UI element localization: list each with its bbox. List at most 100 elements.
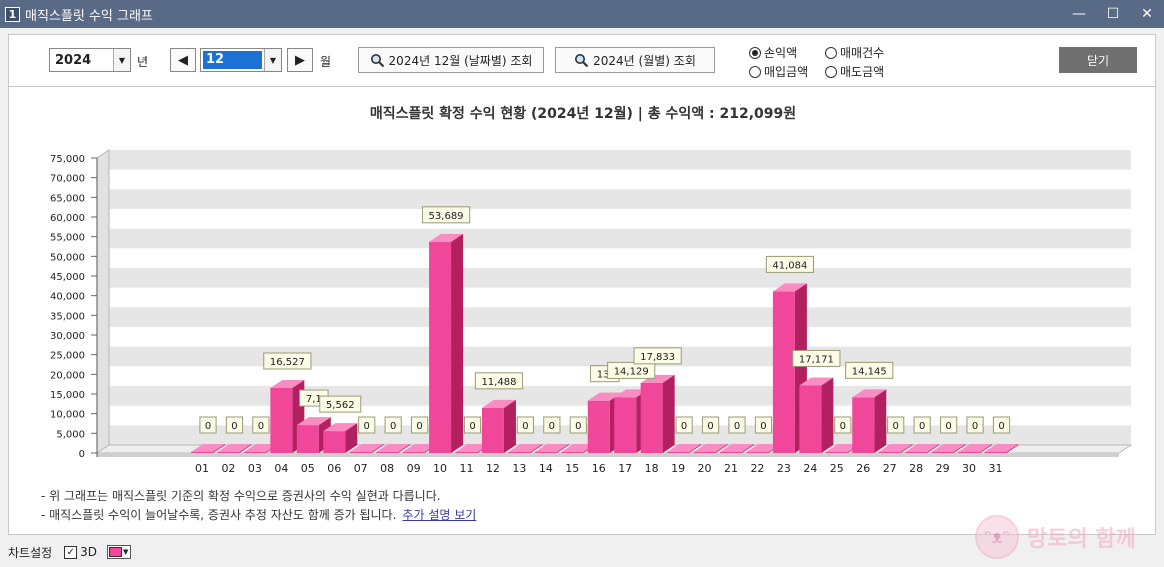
radio-dot[interactable]	[825, 46, 837, 59]
bar-front	[508, 452, 531, 453]
radio-buy-amount[interactable]: 매입금액	[749, 63, 808, 80]
y-tick-label: 30,000	[50, 331, 85, 342]
bar-color-picker[interactable]: ▼	[107, 545, 132, 559]
bar-19	[667, 444, 702, 453]
y-tick-label: 60,000	[50, 213, 85, 224]
radio-dot[interactable]	[749, 46, 761, 59]
x-tick-label: 11	[460, 462, 474, 475]
bar-08	[376, 444, 411, 453]
grid-band	[109, 268, 1131, 288]
prev-month-button[interactable]: ◀	[170, 48, 196, 72]
bar-side	[530, 444, 543, 453]
bar-side	[239, 444, 252, 453]
year-select[interactable]: 2024 ▼	[49, 48, 131, 72]
data-label-box	[887, 416, 905, 434]
maximize-button[interactable]: ☐	[1106, 6, 1120, 22]
x-tick-label: 19	[671, 462, 685, 475]
bar-chart: 0 5,000 10,000 15,000 20,000 25,000 30,000 35,0…	[50, 149, 1133, 475]
data-label-box	[675, 416, 693, 434]
data-label-box	[516, 416, 534, 434]
bar-front	[429, 241, 452, 453]
bar-front	[191, 452, 213, 453]
bar-front	[243, 452, 266, 453]
y-tick-label: 0	[79, 449, 85, 460]
x-tick-label: 25	[830, 462, 844, 475]
bar-front	[931, 452, 954, 453]
title-bar: 1 매직스플릿 수익 그래프 — ☐ ✕	[0, 0, 1164, 28]
y-tick-label: 50,000	[50, 252, 85, 263]
bar-top	[270, 379, 305, 388]
data-label-box	[358, 416, 376, 434]
data-label: 5,562	[326, 400, 355, 411]
grid-band	[109, 307, 1131, 327]
three-d-checkbox[interactable]: ✓	[64, 545, 78, 559]
x-tick-label: 20	[698, 462, 712, 475]
data-label: 0	[734, 421, 740, 432]
note-line-1: - 위 그래프는 매직스플릿 기준의 확정 수익으로 증권사의 수익 실현과 다…	[41, 489, 441, 503]
x-tick-label: 28	[909, 462, 923, 475]
chevron-down-icon[interactable]: ▼	[264, 49, 281, 71]
chevron-down-icon[interactable]: ▼	[113, 49, 130, 71]
watermark: ᵔᴥᵔ 망토의 함께	[975, 515, 1136, 559]
radio-dot[interactable]	[749, 65, 761, 78]
bar-top	[878, 444, 913, 452]
more-info-link[interactable]: 추가 설명 보기	[402, 508, 477, 522]
daily-query-button[interactable]: 2024년 12월 (날짜별) 조회	[358, 47, 544, 73]
x-tick-label: 15	[565, 462, 579, 475]
data-label-box	[421, 206, 471, 224]
x-tick-label: 10	[433, 462, 447, 475]
bar-front	[958, 452, 981, 453]
data-label: 0	[760, 421, 766, 432]
y-tick-label: 20,000	[50, 370, 85, 381]
radio-trade-count[interactable]: 매매건수	[825, 44, 884, 61]
radio-dot[interactable]	[825, 65, 837, 78]
bar-top	[534, 444, 569, 452]
bar-side	[689, 444, 702, 453]
bar-side	[398, 444, 411, 453]
mascot-icon: ᵔᴥᵔ	[975, 515, 1019, 559]
radio-profit[interactable]: 손익액	[749, 44, 797, 61]
data-label: 53,689	[429, 211, 464, 222]
bar-top	[931, 444, 966, 452]
x-tick-label: 23	[777, 462, 791, 475]
data-label: 0	[258, 421, 264, 432]
bar-23	[772, 283, 807, 453]
bar-side	[953, 444, 966, 453]
month-value: 12	[203, 51, 262, 69]
bar-top	[958, 444, 993, 452]
data-label: 0	[364, 421, 370, 432]
next-month-button[interactable]: ▶	[287, 48, 313, 72]
close-window-button[interactable]: ✕	[1141, 6, 1153, 22]
data-label-box	[607, 361, 656, 379]
bar-top	[587, 392, 622, 401]
monthly-query-button[interactable]: 2024년 (월별) 조회	[555, 47, 715, 73]
bar-14	[534, 444, 569, 453]
radio-label: 매도금액	[840, 65, 885, 79]
bar-10	[429, 233, 464, 453]
bar-side	[556, 444, 569, 453]
bar-top	[191, 444, 225, 452]
bar-01	[191, 444, 225, 453]
grid-band	[109, 346, 1131, 367]
data-label-box	[463, 416, 482, 434]
close-button[interactable]: 닫기	[1059, 47, 1137, 73]
radio-label: 매매건수	[840, 46, 885, 60]
x-tick-label: 26	[856, 462, 870, 475]
x-tick-label: 21	[724, 462, 738, 475]
x-tick-label: 18	[645, 462, 659, 475]
data-label: 13,	[597, 370, 613, 381]
month-select[interactable]: 12 ▼	[200, 48, 282, 72]
bar-top	[455, 444, 490, 452]
bar-top	[508, 444, 543, 452]
year-unit-label: 년	[137, 55, 149, 69]
minimize-button[interactable]: —	[1072, 6, 1086, 22]
bar-30	[958, 444, 993, 453]
bar-front	[825, 452, 848, 453]
radio-sell-amount[interactable]: 매도금액	[825, 63, 884, 80]
x-tick-label: 08	[380, 462, 394, 475]
data-label-box	[384, 416, 402, 434]
bar-top	[825, 444, 860, 452]
data-label: 0	[549, 421, 555, 432]
bar-front	[270, 387, 293, 453]
bar-top	[243, 444, 278, 452]
